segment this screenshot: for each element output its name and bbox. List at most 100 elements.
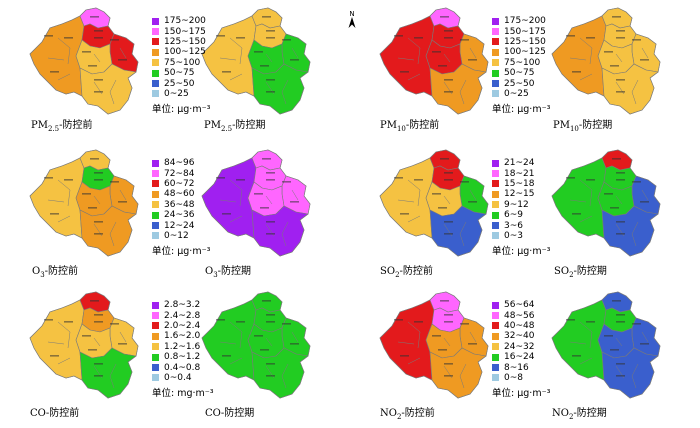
caption-pollutant: O — [205, 266, 214, 277]
legend-item: 40~48 — [492, 321, 572, 331]
legend-unit: 单位: μg·m⁻³ — [152, 246, 211, 258]
legend-item: 50~75 — [152, 68, 232, 78]
legend-swatch — [492, 48, 499, 56]
caption-suffix: -防控期 — [573, 408, 607, 419]
legend-unit: 单位: μg·m⁻³ — [492, 104, 551, 116]
region-south — [251, 63, 309, 115]
legend-item: 2.8~3.2 — [152, 300, 232, 310]
legend-swatch — [152, 90, 159, 98]
legend-swatch — [492, 222, 499, 230]
legend-swatch — [152, 332, 159, 340]
caption-subscript: 3 — [213, 271, 218, 279]
legend-item: 72~84 — [152, 168, 232, 179]
legend-label: 50~75 — [504, 68, 535, 79]
legend-label: 1.2~1.6 — [164, 341, 201, 352]
legend-swatch — [152, 364, 159, 372]
legend-item: 125~150 — [492, 37, 572, 47]
caption-suffix: -防控前 — [399, 266, 433, 277]
region-south — [79, 347, 137, 399]
legend-o3: 84~96 72~84 60~72 48~60 36~48 24~36 12~24 0~12 单… — [152, 158, 232, 257]
legend-label: 100~125 — [164, 47, 206, 58]
legend-item: 36~48 — [152, 200, 232, 210]
legend-swatch — [492, 159, 499, 167]
legend-label: 125~150 — [164, 36, 206, 47]
legend-item: 150~175 — [152, 26, 232, 37]
legend-swatch — [492, 364, 499, 372]
legend-label: 3~6 — [504, 220, 523, 231]
legend-item: 100~125 — [492, 47, 572, 57]
legend-swatch — [152, 312, 159, 320]
caption-suffix: -防控期 — [217, 266, 252, 277]
legend-item: 50~75 — [492, 68, 572, 78]
map-pm10-before — [378, 7, 493, 118]
legend-label: 24~36 — [164, 210, 195, 221]
legend-swatch — [152, 222, 159, 230]
legend-pm10: 175~200 150~175 125~150 100~125 75~100 50~75 2… — [492, 16, 572, 115]
legend-label: 175~200 — [164, 16, 206, 27]
legend-label: 21~24 — [504, 158, 535, 169]
caption-suffix: -防控前 — [44, 266, 79, 277]
caption-pm10-during: PM10-防控期 — [553, 116, 612, 133]
legend-unit: 单位: μg·m⁻³ — [492, 388, 551, 400]
legend-swatch — [152, 159, 159, 167]
legend-swatch — [492, 190, 499, 198]
region-south — [79, 205, 137, 257]
legend-item: 175~200 — [152, 16, 232, 26]
legend-swatch — [492, 180, 499, 188]
caption-subscript: 2.5 — [220, 125, 233, 133]
legend-so2: 21~24 18~21 15~18 12~15 9~12 6~9 3~6 0~3 单位: μg·… — [492, 158, 572, 257]
caption-pm10-before: PM10-防控前 — [380, 116, 439, 133]
legend-item: 0~8 — [492, 373, 572, 383]
legend-item: 15~18 — [492, 179, 572, 189]
caption-pm25-during: PM2.5-防控期 — [204, 116, 266, 133]
legend-label: 0~25 — [164, 88, 189, 99]
caption-suffix: -防控期 — [573, 266, 607, 277]
legend-swatch — [152, 301, 159, 309]
caption-suffix: -防控期 — [578, 120, 613, 131]
legend-item: 0~0.4 — [152, 373, 232, 383]
legend-item: 24~36 — [152, 210, 232, 220]
legend-label: 6~9 — [504, 210, 523, 221]
caption-so2-during: SO2-防控期 — [554, 262, 607, 279]
legend-swatch — [152, 180, 159, 188]
legend-item: 25~50 — [492, 78, 572, 89]
legend-unit: 单位: μg·m⁻³ — [152, 104, 211, 116]
legend-label: 16~24 — [504, 352, 535, 363]
legend-label: 25~50 — [504, 78, 535, 89]
legend-label: 32~40 — [504, 331, 535, 342]
legend-swatch — [492, 59, 499, 67]
legend-swatch — [492, 322, 499, 330]
legend-label: 72~84 — [164, 168, 195, 179]
caption-pollutant: PM — [380, 120, 397, 131]
region-south — [429, 63, 487, 115]
legend-label: 2.8~3.2 — [164, 300, 201, 311]
legend-swatch — [152, 353, 159, 361]
legend-swatch — [492, 90, 499, 98]
legend-swatch — [492, 211, 499, 219]
caption-suffix: -防控前 — [401, 408, 435, 419]
caption-suffix: -防控前 — [59, 120, 93, 131]
legend-swatch — [152, 48, 159, 56]
legend-label: 0~8 — [504, 372, 523, 383]
legend-label: 0~0.4 — [164, 372, 192, 383]
legend-label: 2.0~2.4 — [164, 320, 201, 331]
caption-pollutant: PM — [553, 120, 570, 131]
caption-subscript: 2.5 — [47, 125, 60, 133]
region-south — [601, 63, 659, 115]
region-south — [601, 205, 659, 257]
caption-subscript: 2 — [568, 413, 574, 421]
legend-swatch — [492, 17, 499, 25]
legend-item: 32~40 — [492, 331, 572, 341]
legend-item: 12~24 — [152, 220, 232, 231]
legend-swatch — [152, 17, 159, 25]
legend-label: 8~16 — [504, 362, 529, 373]
legend-item: 6~9 — [492, 210, 572, 220]
north-label: N — [349, 10, 354, 18]
legend-label: 0~25 — [504, 88, 529, 99]
legend-item: 1.2~1.6 — [152, 342, 232, 352]
legend-swatch — [152, 374, 159, 382]
caption-suffix: -防控期 — [220, 408, 255, 419]
legend-label: 175~200 — [504, 16, 546, 27]
legend-no2: 56~64 48~56 40~48 32~40 24~32 16~24 8~16 0~8 单位:… — [492, 300, 572, 399]
